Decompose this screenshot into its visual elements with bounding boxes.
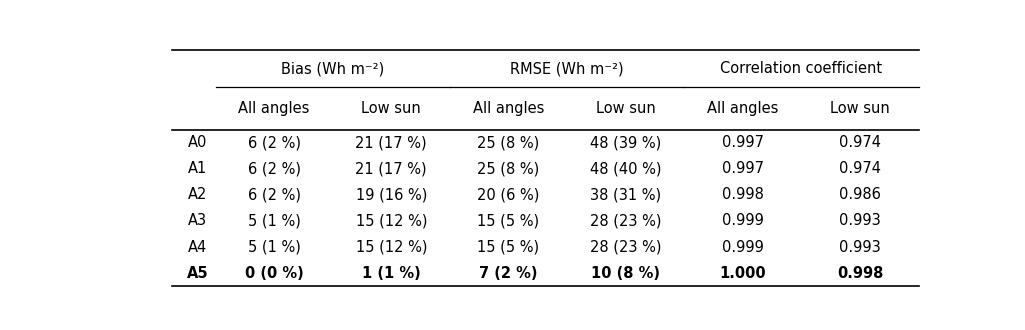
Text: A5: A5 [187, 266, 208, 280]
Text: All angles: All angles [707, 101, 778, 116]
Text: A1: A1 [188, 161, 207, 176]
Text: Correlation coefficient: Correlation coefficient [721, 61, 883, 76]
Text: 0.998: 0.998 [836, 266, 884, 280]
Text: 15 (12 %): 15 (12 %) [356, 240, 427, 254]
Text: 0.974: 0.974 [838, 161, 880, 176]
Text: 25 (8 %): 25 (8 %) [478, 135, 539, 150]
Text: A0: A0 [188, 135, 207, 150]
Text: A3: A3 [188, 214, 207, 228]
Text: 10 (8 %): 10 (8 %) [591, 266, 660, 280]
Text: 38 (31 %): 38 (31 %) [590, 187, 661, 202]
Text: 7 (2 %): 7 (2 %) [479, 266, 538, 280]
Text: 0.974: 0.974 [838, 135, 880, 150]
Text: 15 (5 %): 15 (5 %) [478, 240, 539, 254]
Text: 20 (6 %): 20 (6 %) [478, 187, 539, 202]
Text: 5 (1 %): 5 (1 %) [248, 214, 300, 228]
Text: A2: A2 [188, 187, 207, 202]
Text: RMSE (Wh m⁻²): RMSE (Wh m⁻²) [510, 61, 624, 76]
Text: 19 (16 %): 19 (16 %) [356, 187, 427, 202]
Text: 25 (8 %): 25 (8 %) [478, 161, 539, 176]
Text: 1 (1 %): 1 (1 %) [362, 266, 420, 280]
Text: 15 (12 %): 15 (12 %) [356, 214, 427, 228]
Text: 5 (1 %): 5 (1 %) [248, 240, 300, 254]
Text: 0.997: 0.997 [722, 161, 764, 176]
Text: Low sun: Low sun [596, 101, 655, 116]
Text: Low sun: Low sun [362, 101, 421, 116]
Text: All angles: All angles [473, 101, 544, 116]
Text: 0.993: 0.993 [839, 214, 880, 228]
Text: 15 (5 %): 15 (5 %) [478, 214, 539, 228]
Text: 48 (39 %): 48 (39 %) [590, 135, 661, 150]
Text: Low sun: Low sun [830, 101, 890, 116]
Text: 0.986: 0.986 [839, 187, 880, 202]
Text: A4: A4 [188, 240, 207, 254]
Text: 6 (2 %): 6 (2 %) [248, 161, 300, 176]
Text: 28 (23 %): 28 (23 %) [589, 214, 661, 228]
Text: 0.993: 0.993 [839, 240, 880, 254]
Text: 0.998: 0.998 [722, 187, 764, 202]
Text: 0 (0 %): 0 (0 %) [245, 266, 303, 280]
Text: 48 (40 %): 48 (40 %) [589, 161, 661, 176]
Text: 28 (23 %): 28 (23 %) [589, 240, 661, 254]
Text: 6 (2 %): 6 (2 %) [248, 187, 300, 202]
Text: 0.999: 0.999 [722, 240, 764, 254]
Text: All angles: All angles [239, 101, 310, 116]
Text: 21 (17 %): 21 (17 %) [356, 161, 427, 176]
Text: 0.999: 0.999 [722, 214, 764, 228]
Text: 1.000: 1.000 [720, 266, 766, 280]
Text: 6 (2 %): 6 (2 %) [248, 135, 300, 150]
Text: 0.997: 0.997 [722, 135, 764, 150]
Text: 21 (17 %): 21 (17 %) [356, 135, 427, 150]
Text: Bias (Wh m⁻²): Bias (Wh m⁻²) [281, 61, 384, 76]
